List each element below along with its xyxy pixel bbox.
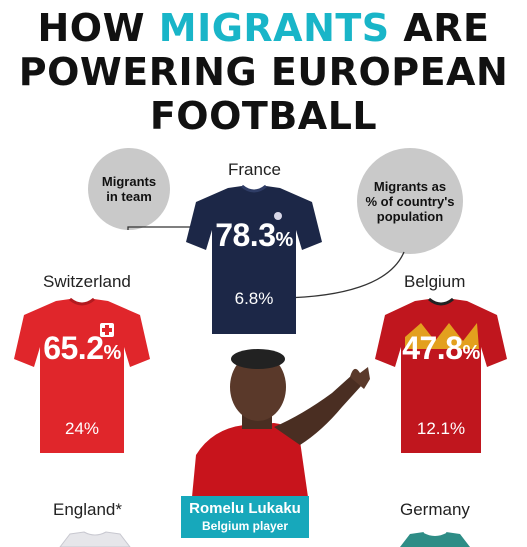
player-photo — [192, 349, 370, 497]
player-caption: Romelu Lukaku Belgium player — [181, 496, 309, 538]
france-jersey-shape — [186, 184, 322, 334]
headline-line-1: HOW MIGRANTS ARE — [0, 6, 527, 50]
france-population-pct: 6.8% — [234, 289, 274, 308]
switzerland-jersey: 65.2% 24% — [14, 297, 150, 455]
country-label-england: England* — [53, 500, 123, 519]
england-jersey-top — [59, 531, 131, 547]
legend-population-text: Migrants as % of country's population — [365, 178, 455, 224]
belgium-team-value: 47.8 — [402, 330, 463, 366]
player-role: Belgium player — [201, 519, 289, 533]
switzerland-team-value: 65.2 — [43, 330, 104, 366]
headline-accent-word: MIGRANTS — [158, 6, 390, 50]
switzerland-population-pct: 24% — [64, 419, 100, 438]
headline-text: ARE — [389, 6, 490, 50]
france-jersey: 78.3% 6.8% — [186, 184, 322, 336]
population-connector-line — [281, 251, 405, 299]
legend-team-text: Migrants in team — [101, 174, 157, 204]
country-label-germany: Germany — [400, 500, 470, 519]
belgium-team-suffix: % — [462, 342, 480, 364]
switzerland-team-suffix: % — [103, 342, 121, 364]
team-connector-line — [127, 226, 210, 230]
headline-line-2: POWERING EUROPEAN — [18, 50, 509, 94]
country-label-france: France — [228, 160, 281, 179]
france-team-pct: 78.3% — [186, 218, 322, 257]
germany-jersey-top — [400, 531, 470, 547]
headline-line-3: FOOTBALL — [149, 94, 378, 138]
headline: HOW MIGRANTS ARE POWERING EUROPEAN FOOTB… — [0, 6, 527, 138]
france-team-suffix: % — [275, 229, 293, 251]
country-label-switzerland: Switzerland — [43, 272, 131, 291]
headline-text: HOW — [37, 6, 159, 50]
belgium-team-pct: 47.8% — [375, 331, 507, 370]
france-team-value: 78.3 — [215, 217, 276, 253]
switzerland-team-pct: 65.2% — [14, 331, 150, 370]
player-name: Romelu Lukaku — [189, 500, 301, 517]
belgium-jersey-shape — [375, 297, 507, 453]
switzerland-jersey-shape — [14, 297, 150, 453]
legend-team-bubble: Migrants in team — [88, 148, 170, 230]
legend-population-bubble: Migrants as % of country's population — [357, 148, 463, 254]
belgium-population-pct: 12.1% — [416, 419, 466, 438]
country-label-belgium: Belgium — [404, 272, 466, 291]
belgium-jersey: 47.8% 12.1% — [375, 297, 507, 455]
